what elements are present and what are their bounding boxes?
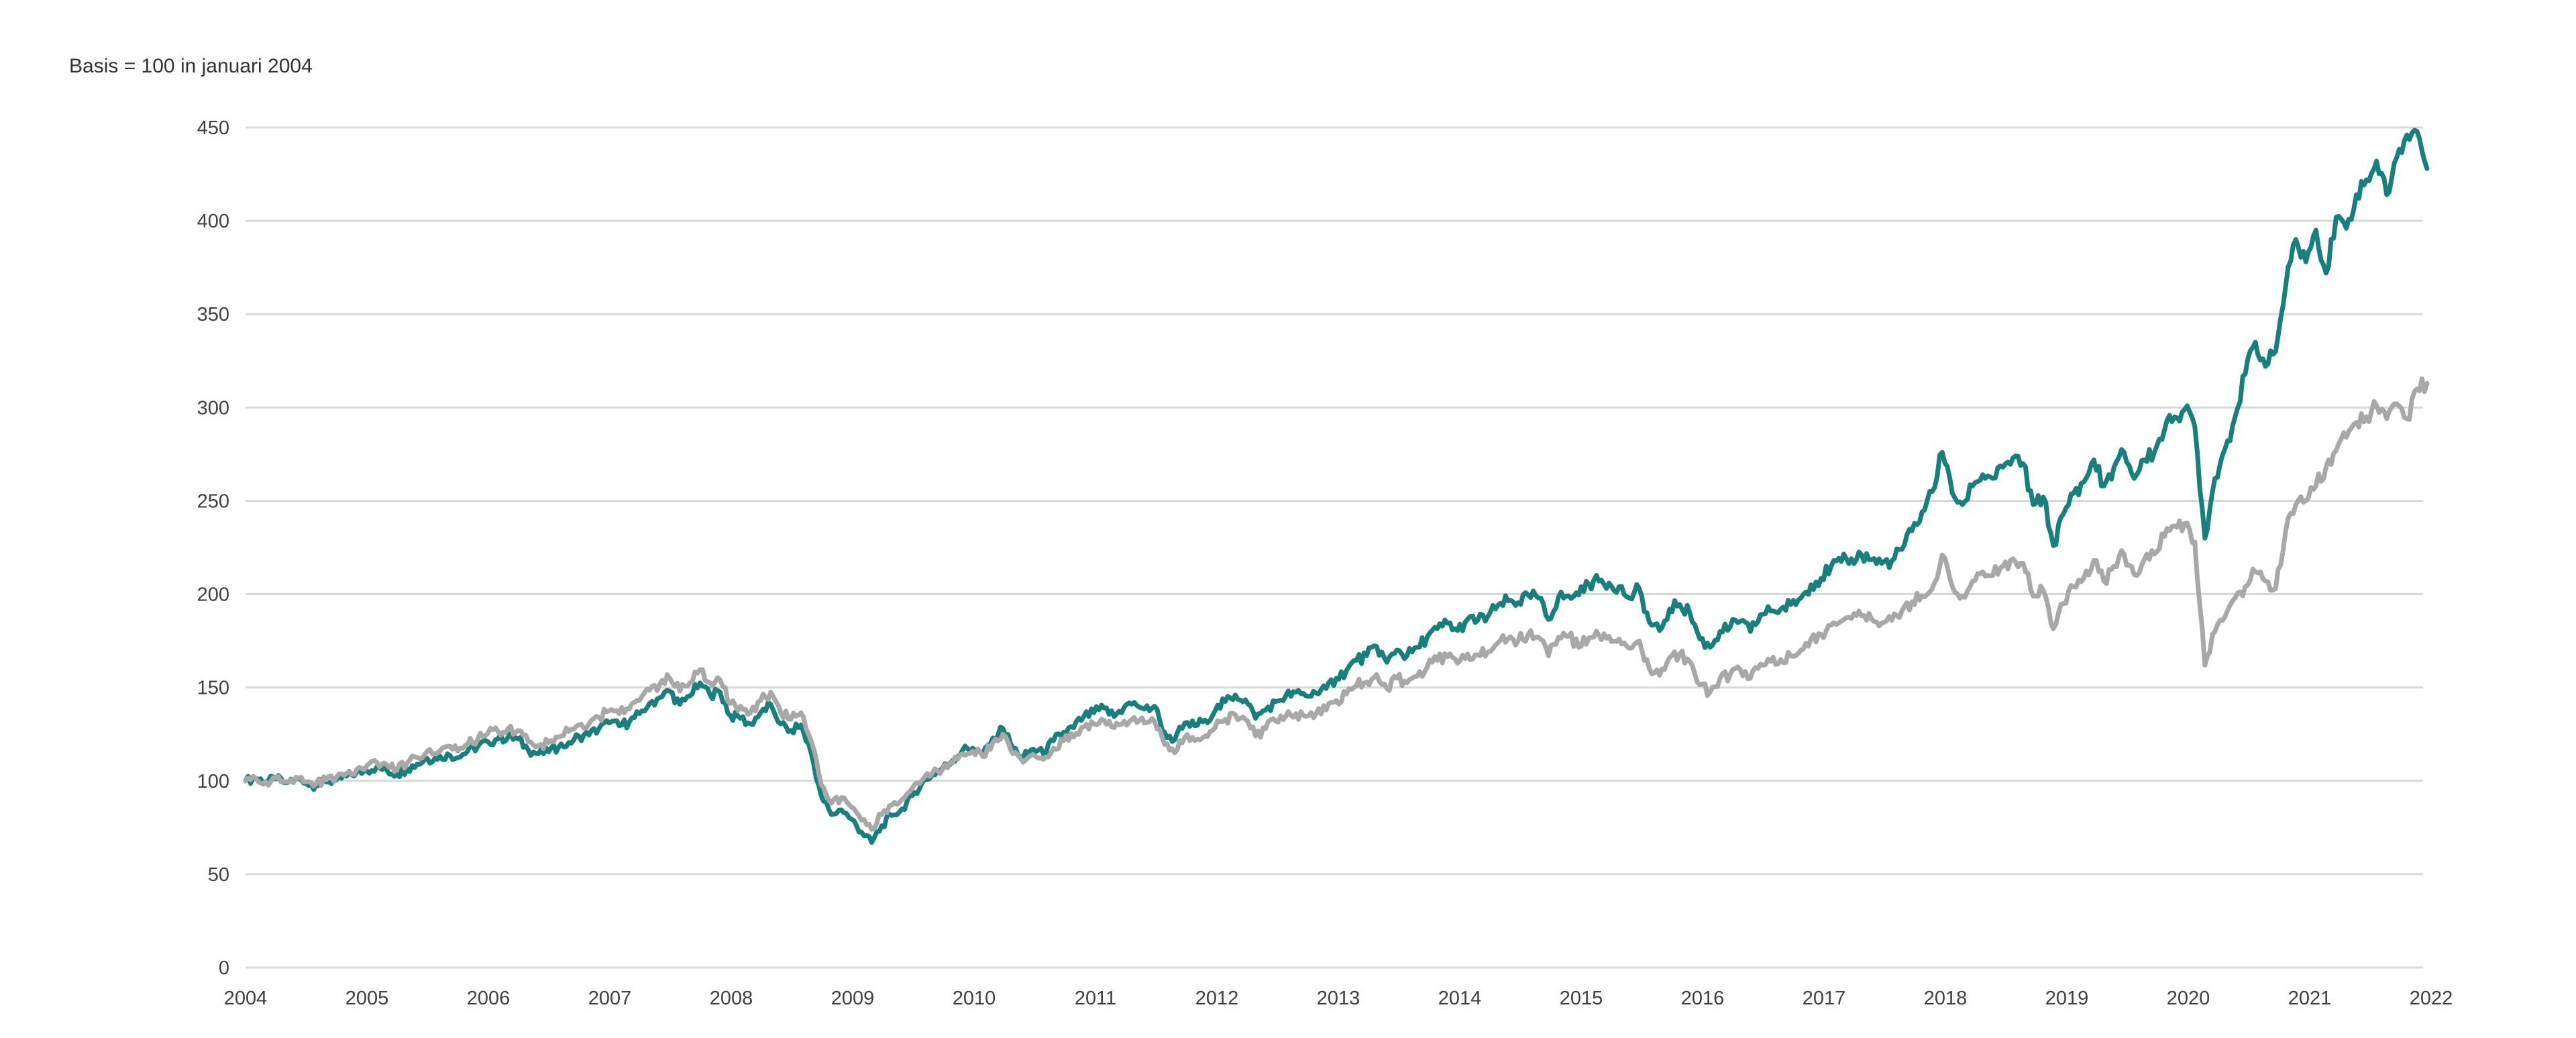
y-tick-label: 150 <box>197 678 229 699</box>
y-tick-label: 350 <box>197 304 229 325</box>
x-tick-label: 2004 <box>224 988 268 1009</box>
y-tick-label: 0 <box>219 957 229 979</box>
x-tick-label: 2015 <box>1560 988 1603 1009</box>
chart-title: Basis = 100 in januari 2004 <box>69 55 313 77</box>
x-tick-label: 2020 <box>2167 988 2210 1009</box>
y-tick-label: 250 <box>197 490 229 512</box>
x-tick-label: 2018 <box>1924 988 1968 1009</box>
x-tick-label: 2017 <box>1803 988 1846 1009</box>
y-axis-tick-labels: 0 50 100 150 200 250 300 350 400 450 <box>197 117 229 979</box>
x-tick-label: 2006 <box>467 988 511 1009</box>
gridlines <box>246 126 2423 969</box>
series-line-teal <box>243 127 2430 845</box>
x-tick-label: 2010 <box>953 988 996 1009</box>
y-tick-label: 450 <box>197 117 229 139</box>
x-tick-label: 2012 <box>1195 988 1239 1009</box>
y-tick-label: 50 <box>208 864 229 886</box>
x-tick-label: 2019 <box>2045 988 2089 1009</box>
y-tick-label: 300 <box>197 397 229 419</box>
x-tick-label: 2014 <box>1438 988 1482 1009</box>
x-tick-label: 2011 <box>1075 988 1116 1009</box>
series-line-gray <box>243 376 2430 832</box>
x-tick-label: 2022 <box>2410 988 2453 1009</box>
x-tick-label: 2008 <box>710 988 753 1009</box>
x-tick-label: 2005 <box>345 988 389 1009</box>
x-tick-label: 2009 <box>831 988 875 1009</box>
x-tick-label: 2021 <box>2288 988 2332 1009</box>
y-tick-label: 200 <box>197 584 229 606</box>
x-tick-label: 2016 <box>1681 988 1725 1009</box>
y-tick-label: 100 <box>197 771 229 792</box>
y-tick-label: 400 <box>197 211 229 232</box>
x-tick-label: 2007 <box>588 988 632 1009</box>
x-tick-label: 2013 <box>1317 988 1360 1009</box>
x-axis-tick-labels: 2004 2005 2006 2007 2008 2009 2010 2011 2012 2013… <box>224 988 2453 1009</box>
